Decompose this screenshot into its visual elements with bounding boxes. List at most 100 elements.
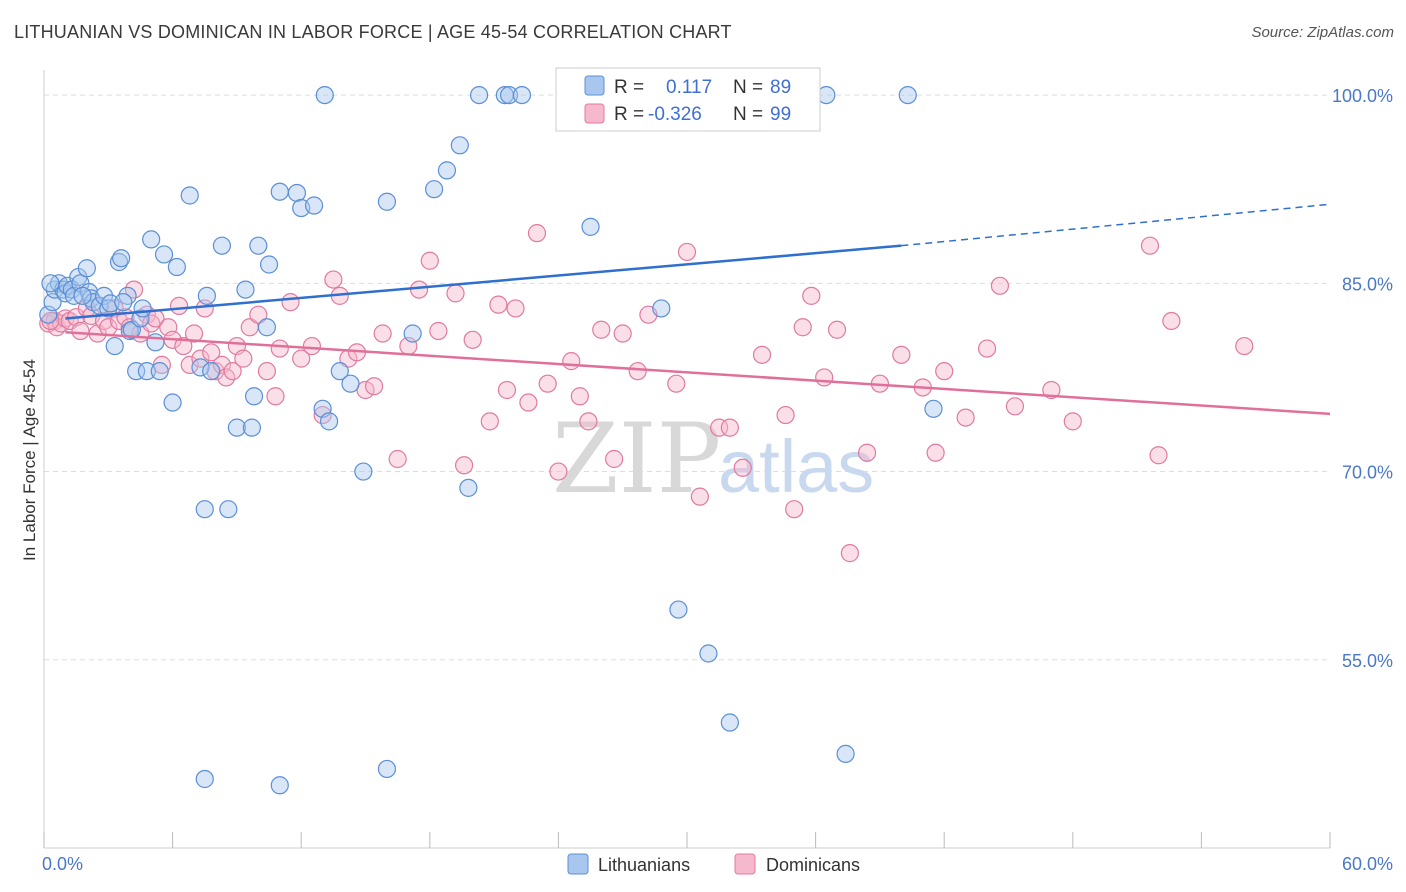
lithuanian-point-36 — [195, 500, 214, 519]
y-tick-label-0: 100.0% — [1332, 86, 1393, 106]
dominican-point-102 — [1042, 380, 1061, 400]
lithuanian-points — [39, 85, 943, 795]
lithuanian-point-47 — [270, 182, 289, 201]
lithuanian-point-54 — [341, 374, 360, 393]
lithuanian-point-86 — [114, 293, 133, 312]
dominican-point-40 — [257, 362, 277, 381]
dominican-point-25 — [169, 296, 189, 316]
lithuanian-point-65 — [512, 85, 532, 105]
dominican-point-84 — [752, 345, 772, 364]
dominican-point-52 — [364, 377, 384, 396]
dominican-point-47 — [324, 270, 343, 289]
lithuanian-point-58 — [424, 180, 444, 199]
dominican-point-91 — [840, 544, 859, 563]
dominican-point-62 — [480, 412, 499, 431]
dominican-n-label: N = — [733, 104, 763, 125]
lithuanian-point-81 — [195, 769, 214, 789]
lithuanian-point-35 — [191, 358, 210, 377]
y-axis-label: In Labor Force | Age 45-54 — [20, 359, 39, 561]
lithuanian-point-18 — [101, 294, 120, 313]
lithuanian-swatch — [584, 75, 605, 96]
dominican-point-61 — [463, 330, 482, 349]
dominican-r-label: R = — [614, 104, 644, 125]
lithuanian-point-37 — [197, 286, 216, 305]
dominican-point-87 — [793, 318, 812, 337]
lithuanian-point-73 — [720, 713, 739, 732]
lithuanian-point-80 — [315, 85, 334, 105]
y-tick-label-1: 85.0% — [1342, 274, 1393, 294]
dominican-point-26 — [174, 336, 193, 356]
dominican-point-81 — [710, 418, 729, 437]
dominican-point-105 — [1149, 446, 1168, 465]
lithuanian-point-61 — [459, 478, 478, 497]
lithuanian-point-45 — [257, 318, 277, 337]
lithuanian-point-25 — [127, 362, 146, 381]
watermark: ZIP atlas — [552, 403, 874, 515]
dominican-point-80 — [690, 487, 709, 506]
dominican-point-74 — [605, 449, 624, 469]
legend-lithuanians-label: Lithuanians — [598, 855, 690, 875]
chart-title: LITHUANIAN VS DOMINICAN IN LABOR FORCE |… — [14, 22, 732, 42]
dominican-point-83 — [733, 458, 752, 477]
y-tick-label-3: 55.0% — [1342, 651, 1393, 671]
lithuanian-point-32 — [154, 245, 174, 264]
x-tick-label-1: 60.0% — [1342, 854, 1393, 874]
dominican-point-67 — [527, 224, 547, 243]
dominican-point-41 — [266, 387, 285, 406]
lithuanian-point-85 — [73, 286, 92, 305]
dominican-point-79 — [677, 242, 697, 262]
lithuanian-point-72 — [699, 644, 718, 663]
lithuanian-r-value: 0.117 — [666, 77, 712, 98]
source-label: Source: ZipAtlas.com — [1251, 24, 1394, 41]
dominican-point-71 — [570, 387, 589, 406]
lithuanian-n-label: N = — [733, 77, 763, 98]
dominican-point-70 — [562, 352, 581, 371]
lithuanian-trend-extension — [901, 203, 1331, 247]
legend-dominicans-label: Dominicans — [766, 855, 860, 875]
lithuanian-point-69 — [652, 299, 671, 318]
dominican-point-60 — [454, 456, 474, 475]
dominican-point-35 — [223, 362, 242, 381]
dominican-point-75 — [613, 324, 632, 343]
lithuanian-point-87 — [163, 393, 182, 412]
lithuanian-point-57 — [403, 324, 422, 343]
dominican-points — [39, 224, 1254, 563]
lithuanian-point-28 — [137, 362, 156, 381]
lithuanian-point-82 — [377, 759, 397, 779]
lithuanian-point-42 — [236, 280, 255, 299]
dominican-point-44 — [292, 349, 311, 368]
dominican-point-7 — [71, 321, 90, 341]
lithuanian-point-34 — [180, 186, 199, 205]
lithuanian-point-33 — [167, 257, 186, 277]
dominican-point-103 — [1063, 412, 1082, 431]
lithuanian-point-83 — [270, 776, 289, 795]
lithuanian-point-39 — [212, 236, 231, 255]
lithuanian-point-60 — [450, 136, 469, 155]
lithuanian-point-48 — [287, 183, 307, 203]
dominican-point-78 — [667, 374, 686, 393]
dominican-point-88 — [802, 286, 821, 305]
lithuanian-point-64 — [500, 85, 519, 105]
x-tick-labels: 0.0% 60.0% — [42, 854, 1393, 874]
dominican-point-37 — [234, 349, 253, 368]
dominican-point-98 — [956, 408, 975, 427]
dominican-point-97 — [935, 362, 954, 381]
dominican-point-45 — [302, 336, 322, 356]
dominican-point-99 — [977, 339, 997, 358]
lithuanian-point-31 — [150, 362, 169, 381]
lithuanian-point-78 — [898, 85, 917, 105]
dominican-point-53 — [373, 324, 392, 343]
dominican-point-92 — [857, 443, 877, 462]
lithuanian-point-44 — [249, 236, 268, 255]
dominican-point-64 — [497, 380, 517, 400]
dominican-point-31 — [202, 343, 221, 362]
lithuanian-point-67 — [581, 217, 600, 236]
lithuanian-point-29 — [142, 230, 161, 249]
lithuanian-point-62 — [469, 85, 489, 105]
dominican-r-value: -0.326 — [648, 104, 702, 125]
x-tick-label-0: 0.0% — [42, 854, 83, 874]
dominican-point-89 — [815, 368, 834, 387]
dominican-point-59 — [446, 284, 465, 303]
dominican-point-73 — [592, 320, 611, 339]
